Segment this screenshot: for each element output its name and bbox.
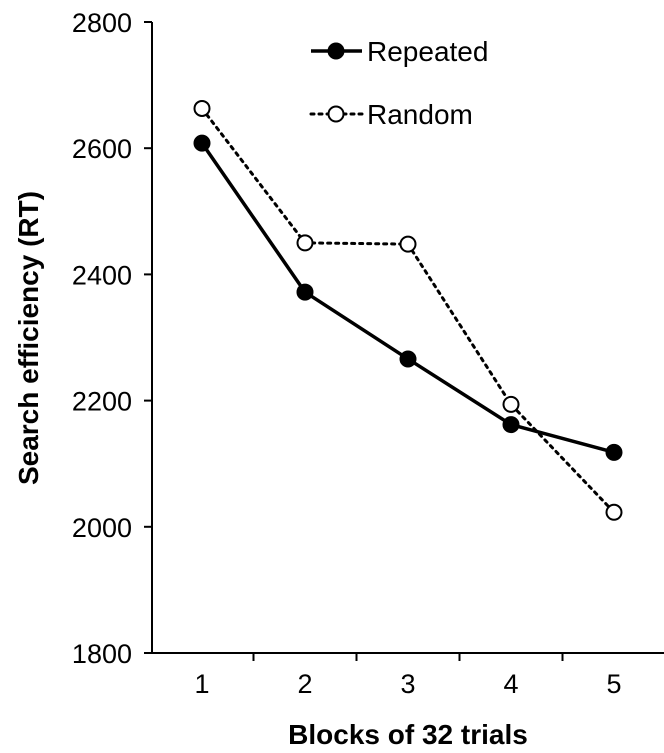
x-tick-label: 4 — [503, 669, 518, 699]
series-random-line — [200, 106, 616, 514]
series-random-point — [399, 235, 417, 253]
series-repeated-point — [296, 283, 314, 301]
legend: Repeated Random — [309, 36, 488, 130]
x-tick-label: 1 — [194, 669, 209, 699]
series-random-point — [502, 395, 520, 413]
y-tick-label: 1800 — [72, 639, 132, 669]
y-tick-label: 2800 — [72, 8, 132, 38]
y-axis-title: Search efficiency (RT) — [13, 191, 44, 485]
legend-item-random: Random — [309, 99, 473, 130]
series-random-point — [296, 234, 314, 252]
legend-random-label: Random — [367, 99, 473, 130]
x-ticks: 1 2 3 4 5 — [194, 653, 622, 699]
series-repeated-line — [200, 142, 615, 455]
series-repeated-point — [399, 350, 417, 368]
legend-item-repeated: Repeated — [311, 36, 488, 67]
legend-random-marker — [327, 105, 345, 123]
series-repeated-point — [502, 416, 520, 434]
x-tick-label: 5 — [606, 669, 621, 699]
series-random-point — [605, 503, 623, 521]
y-tick-label: 2200 — [72, 387, 132, 417]
legend-repeated-marker — [327, 42, 345, 60]
y-tick-label: 2600 — [72, 134, 132, 164]
axes — [151, 22, 664, 654]
y-ticks: 1800 2000 2200 2400 2600 2800 — [72, 8, 152, 669]
y-tick-label: 2400 — [72, 260, 132, 290]
x-axis-title: Blocks of 32 trials — [288, 719, 528, 750]
x-tick-label: 3 — [400, 669, 415, 699]
series — [193, 99, 623, 521]
y-tick-label: 2000 — [72, 513, 132, 543]
legend-repeated-label: Repeated — [367, 36, 488, 67]
x-tick-label: 2 — [297, 669, 312, 699]
series-repeated-point — [193, 134, 211, 152]
series-repeated-point — [605, 443, 623, 461]
series-random-point — [193, 99, 211, 117]
